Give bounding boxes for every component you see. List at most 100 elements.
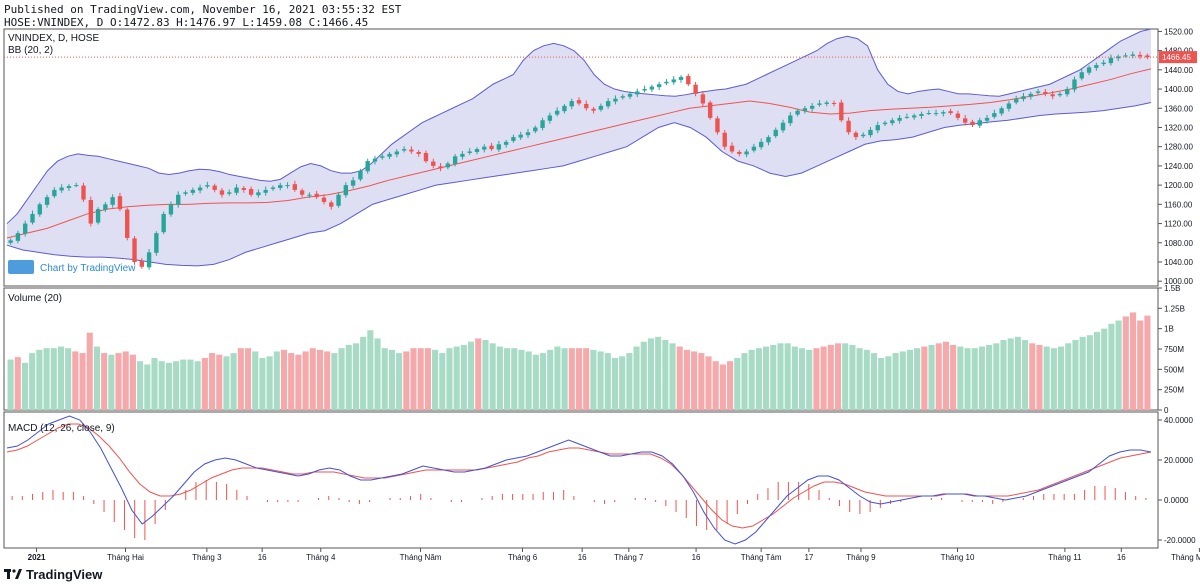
candle-body	[503, 141, 509, 145]
candle-body	[15, 233, 21, 241]
candle-body	[445, 163, 451, 168]
price-axis-label: 1280.00	[1164, 143, 1193, 152]
candle-body	[299, 190, 305, 195]
candle-body	[999, 108, 1004, 114]
time-axis-label: Tháng Mười hai	[1171, 553, 1200, 562]
volume-bar	[230, 353, 237, 410]
volume-bar	[324, 351, 331, 410]
candle-body	[256, 192, 261, 196]
volume-bar	[468, 341, 475, 410]
candle-body	[1021, 96, 1026, 100]
candle-body	[963, 118, 968, 123]
volume-bar	[21, 362, 29, 410]
candle-body	[278, 185, 283, 189]
footer: TradingView	[4, 565, 102, 583]
volume-bar	[79, 353, 86, 410]
candle-body	[8, 240, 13, 243]
candle-body	[438, 166, 443, 169]
candle-body	[926, 113, 931, 115]
candle-body	[533, 127, 538, 132]
volume-bar	[43, 348, 50, 410]
volume-bar	[1058, 346, 1065, 410]
candle-body	[904, 116, 910, 118]
candle-body	[664, 81, 669, 84]
candle-body	[671, 79, 676, 83]
volume-bar	[1108, 323, 1115, 410]
volume-bar	[705, 356, 712, 410]
candle-body	[183, 192, 188, 194]
watermark-text[interactable]: Chart by TradingView	[40, 263, 136, 274]
volume-bar	[1043, 346, 1050, 410]
volume-bar	[338, 348, 345, 410]
candle-body	[649, 86, 655, 90]
volume-axis-label: 750M	[1164, 345, 1184, 354]
volume-bar	[65, 348, 72, 410]
time-axis-label: Tháng 4	[306, 553, 336, 562]
volume-bar	[57, 346, 65, 410]
volume-bar	[273, 351, 280, 410]
candle-body	[1116, 56, 1121, 59]
volume-bar	[1029, 343, 1036, 410]
volume-bar	[302, 351, 309, 410]
candle-body	[890, 120, 895, 124]
volume-bar	[583, 348, 590, 410]
candle-body	[1094, 65, 1099, 68]
volume-bar	[647, 338, 655, 410]
candle-body	[409, 149, 414, 152]
candle-body	[52, 189, 57, 197]
candle-body	[263, 189, 268, 193]
volume-bar	[1065, 343, 1072, 410]
candle-body	[88, 200, 93, 224]
candle-body	[176, 194, 181, 205]
candle-body	[948, 111, 953, 114]
volume-bar	[763, 346, 770, 410]
volume-bar	[741, 353, 748, 410]
chart-area[interactable]: 1520.00 1480.00 1440.00 1400.00 1360.00 1320.…	[0, 28, 1200, 576]
volume-bar	[417, 348, 424, 410]
candle-body	[44, 197, 50, 205]
candle-body	[59, 187, 64, 191]
candle-body	[482, 146, 487, 150]
candle-body	[365, 161, 370, 172]
candle-body	[678, 77, 684, 80]
volume-bar	[906, 349, 914, 410]
time-axis-label: Tháng 10	[941, 553, 975, 562]
volume-bar	[655, 336, 662, 410]
time-axis-label: 16	[1117, 553, 1126, 562]
volume-bar	[820, 346, 827, 410]
candle-body	[751, 146, 757, 151]
candle-body	[569, 101, 574, 107]
candle-body	[1123, 55, 1128, 57]
volume-bar	[597, 351, 604, 410]
candle-body	[722, 132, 727, 147]
volume-bar	[928, 344, 935, 410]
volume-bar	[7, 359, 14, 410]
candle-body	[460, 153, 465, 157]
candle-body	[1130, 54, 1135, 56]
candle-body	[758, 141, 764, 148]
candle-body	[423, 152, 429, 162]
volume-bar	[755, 348, 762, 410]
candle-body	[941, 112, 946, 114]
tradingview-watermark[interactable]: Chart by TradingView	[8, 260, 136, 274]
price-axis-label: 1480.00	[1164, 47, 1193, 56]
candle-body	[314, 193, 319, 198]
volume-bar	[813, 348, 820, 410]
candle-body	[1086, 67, 1092, 73]
candle-body	[525, 132, 531, 136]
volume-bar	[101, 353, 108, 410]
candle-body	[161, 213, 166, 233]
volume-bar	[367, 330, 374, 410]
pane-frame-0	[3, 28, 1159, 287]
time-axis-label: Tháng 6	[508, 553, 538, 562]
volume-bar	[1101, 328, 1108, 410]
candle-body	[729, 145, 735, 152]
volume-bar	[453, 346, 460, 410]
candle-body	[168, 204, 174, 215]
volume-bar	[669, 343, 676, 410]
volume-bar	[381, 348, 388, 410]
symbol-ohlc-line: HOSE:VNINDEX, D O:1472.83 H:1476.97 L:14…	[4, 16, 369, 29]
candle-body	[292, 184, 298, 190]
candle-body	[584, 103, 589, 109]
volume-bar	[914, 348, 921, 410]
